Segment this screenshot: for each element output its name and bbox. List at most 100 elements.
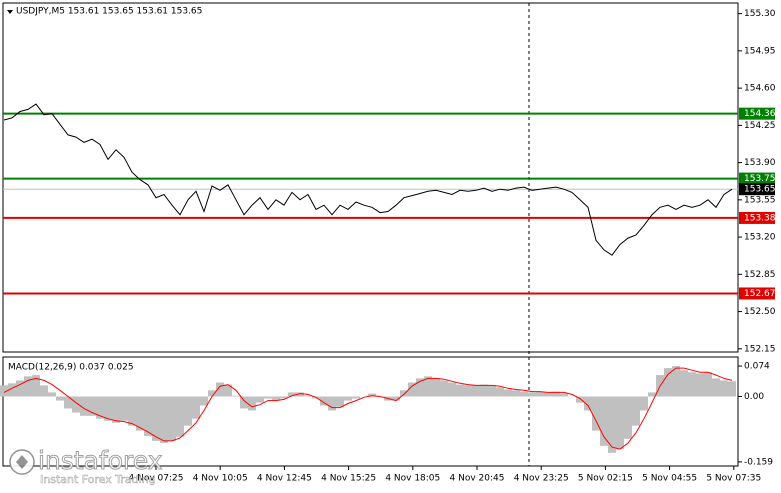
macd-bar (208, 390, 216, 397)
y-tick-label: 153.90 (744, 158, 776, 168)
menu-arrow (7, 10, 13, 14)
macd-bar (136, 396, 144, 431)
macd-bar (608, 396, 616, 453)
x-tick-label: 4 Nov 15:25 (321, 474, 376, 484)
macd-bar (696, 373, 704, 397)
y-tick-label: -0.159 (744, 457, 773, 467)
macd-bar (472, 385, 480, 397)
macd-bar (576, 396, 584, 403)
macd-bar (256, 396, 264, 403)
macd-bar (248, 396, 256, 411)
macd-bar (200, 396, 208, 406)
macd-bar (304, 395, 312, 397)
macd-bar (672, 366, 680, 397)
x-tick-label: 5 Nov 07:35 (706, 474, 761, 484)
macd-bar (296, 392, 304, 397)
macd-bar (96, 396, 104, 419)
macd-bar (464, 385, 472, 397)
macd-bar (432, 378, 440, 397)
macd-bar (488, 385, 496, 397)
macd-bar (352, 396, 360, 399)
level-label: 153.38 (744, 213, 776, 223)
macd-bar (712, 378, 720, 397)
macd-bar (16, 380, 24, 397)
macd-bar (528, 392, 536, 397)
macd-bar (408, 382, 416, 397)
macd-bar (120, 396, 128, 421)
macd-bar (0, 385, 8, 397)
y-tick-label: 154.60 (744, 84, 776, 94)
macd-bar (648, 392, 656, 397)
macd-bar (272, 396, 280, 401)
macd-bar (400, 390, 408, 397)
macd-bar (216, 382, 224, 397)
macd-bar (224, 384, 232, 397)
macd-bar (496, 387, 504, 397)
macd-bar (536, 391, 544, 397)
level-label-bg (739, 211, 775, 224)
y-tick-label: 153.55 (744, 195, 776, 205)
plot-layer: 155.30154.95154.60154.25153.90153.55153.… (0, 9, 776, 484)
macd-bar (392, 396, 400, 401)
macd-bar (280, 396, 288, 399)
macd-bar (344, 396, 352, 401)
macd-bar (192, 396, 200, 419)
macd-bar (448, 382, 456, 397)
macd-bar (160, 396, 168, 443)
macd-bar (328, 396, 336, 411)
macd-bar (664, 368, 672, 397)
macd-bar (600, 396, 608, 446)
macd-bar (8, 383, 16, 397)
watermark-logo-mark (16, 455, 28, 469)
macd-bar (152, 396, 160, 441)
macd-bar (640, 396, 648, 411)
macd-bar (232, 395, 240, 397)
macd-bar (64, 396, 72, 409)
macd-bar (56, 396, 64, 401)
macd-bar (80, 396, 88, 416)
macd-bar (264, 396, 272, 399)
macd-bar (584, 396, 592, 411)
macd-bar (104, 396, 112, 421)
level-label: 153.75 (744, 174, 776, 184)
watermark-tagline: Instant Forex Trading (40, 473, 156, 486)
level-label-bg (739, 172, 775, 185)
macd-bar (416, 378, 424, 397)
x-tick-label: 4 Nov 23:25 (514, 474, 569, 484)
macd-bar (144, 396, 152, 436)
macd-bar (320, 396, 328, 406)
macd-bar (288, 392, 296, 397)
current-price-label: 153.65 (744, 185, 776, 195)
macd-bar (440, 380, 448, 397)
macd-bar (624, 396, 632, 439)
watermark-brand: instaforex (38, 446, 163, 475)
macd-bar (456, 384, 464, 397)
x-tick-label: 4 Nov 07:25 (129, 474, 184, 484)
macd-bar (544, 392, 552, 397)
level-label-bg (739, 107, 775, 120)
macd-bar (112, 396, 120, 423)
watermark: instaforex Instant Forex Trading (9, 446, 163, 486)
macd-bar (504, 389, 512, 397)
macd-bar (424, 376, 432, 397)
x-tick-label: 4 Nov 18:05 (385, 474, 440, 484)
macd-bar (24, 376, 32, 397)
macd-bar (720, 380, 728, 397)
macd-bar (688, 372, 696, 397)
y-tick-label: 0.074 (744, 362, 770, 372)
y-tick-label: 153.20 (744, 233, 776, 243)
macd-bar (552, 391, 560, 397)
y-tick-label: 154.25 (744, 121, 776, 131)
y-tick-label: 152.85 (744, 270, 776, 280)
macd-bar (240, 396, 248, 409)
macd-title: MACD(12,26,9) 0.037 0.025 (8, 363, 134, 373)
level-label: 152.67 (744, 289, 776, 299)
x-tick-label: 4 Nov 20:45 (450, 474, 505, 484)
macd-bar (520, 391, 528, 397)
price-line (3, 103, 733, 256)
macd-bar (40, 385, 48, 397)
macd-bar (32, 375, 40, 397)
chart-title: USDJPY,M5 153.61 153.65 153.61 153.65 (16, 7, 202, 17)
x-tick-label: 4 Nov 10:05 (193, 474, 248, 484)
